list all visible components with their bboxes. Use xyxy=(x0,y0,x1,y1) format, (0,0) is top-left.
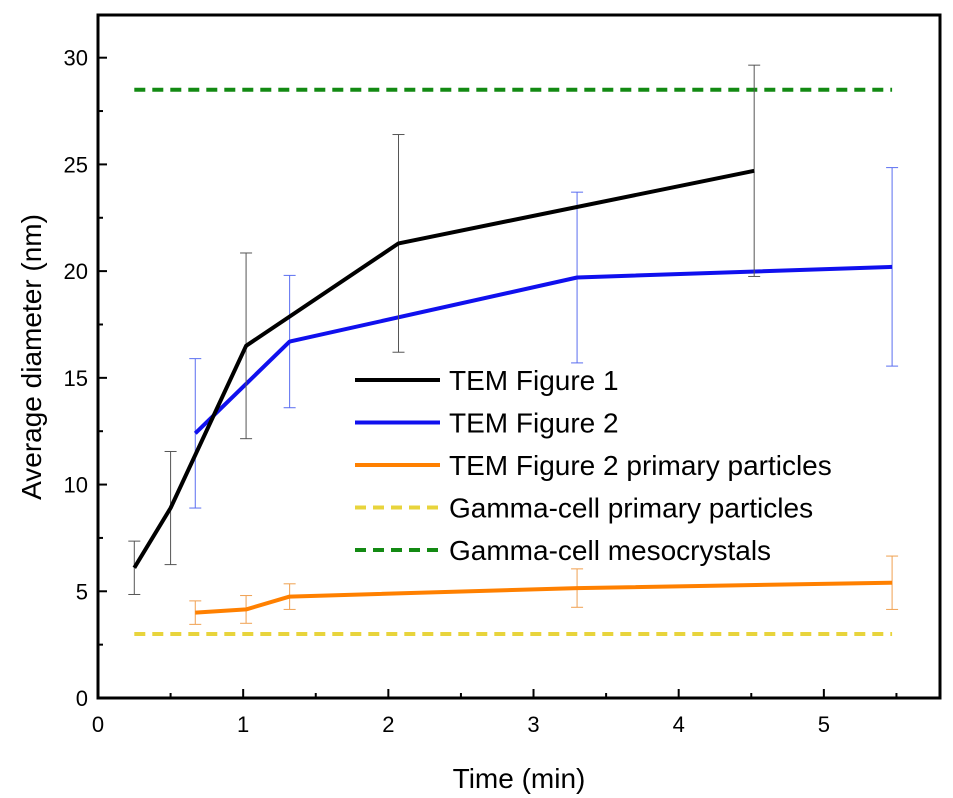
y-tick-label: 30 xyxy=(64,46,88,71)
x-tick-label: 1 xyxy=(237,712,249,737)
y-tick-label: 5 xyxy=(76,579,88,604)
x-tick-label: 2 xyxy=(382,712,394,737)
x-tick-label: 4 xyxy=(673,712,685,737)
x-tick-label: 0 xyxy=(92,712,104,737)
series-line xyxy=(195,580,893,615)
legend-label: TEM Figure 1 xyxy=(449,365,619,396)
y-axis-title: Average diameter (nm) xyxy=(16,214,47,500)
x-tick-label: 3 xyxy=(527,712,539,737)
y-tick-label: 20 xyxy=(64,259,88,284)
x-tick-label: 5 xyxy=(818,712,830,737)
series-line xyxy=(132,168,755,569)
legend: TEM Figure 1 TEM Figure 2 TEM Figure 2 pri… xyxy=(355,365,832,566)
y-tick-label: 25 xyxy=(64,152,88,177)
series-tem-figure-2 xyxy=(189,167,899,509)
series-layer xyxy=(128,64,899,636)
x-axis-title: Time (min) xyxy=(453,763,586,794)
y-tick-label: 15 xyxy=(64,366,88,391)
legend-label: Gamma-cell mesocrystals xyxy=(449,535,771,566)
legend-label: TEM Figure 2 xyxy=(449,408,619,439)
series-tem-figure-2-primary-particles xyxy=(189,555,899,625)
legend-label: TEM Figure 2 primary particles xyxy=(449,450,832,481)
series-line xyxy=(193,264,893,435)
y-tick-label: 10 xyxy=(64,473,88,498)
plot-frame xyxy=(96,13,942,700)
y-axis-ticks: 0 5 10 15 20 25 30 xyxy=(64,46,107,711)
legend-label: Gamma-cell primary particles xyxy=(449,493,813,524)
y-tick-label: 0 xyxy=(76,686,88,711)
x-axis-ticks: 0 1 2 3 4 5 xyxy=(92,689,898,737)
series-tem-figure-1 xyxy=(128,64,761,595)
